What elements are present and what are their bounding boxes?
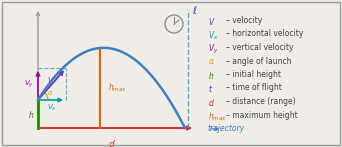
Text: – horizontal velocity: – horizontal velocity	[226, 30, 303, 39]
Text: – distance (range): – distance (range)	[226, 97, 295, 106]
Text: $V$: $V$	[47, 76, 54, 86]
Text: $t$: $t$	[208, 83, 213, 95]
Text: $h$: $h$	[208, 70, 214, 81]
Text: – vertical velocity: – vertical velocity	[226, 43, 293, 52]
Text: – velocity: – velocity	[226, 16, 262, 25]
Text: $\ell$: $\ell$	[192, 4, 198, 16]
Text: $V_y$: $V_y$	[24, 78, 34, 90]
Text: trajectory: trajectory	[208, 124, 245, 133]
Text: – initial height: – initial height	[226, 70, 281, 79]
Text: $h$: $h$	[28, 108, 34, 120]
Text: $V_x$: $V_x$	[208, 30, 219, 42]
Text: $V$: $V$	[208, 16, 216, 27]
Text: $d$: $d$	[208, 97, 215, 108]
Text: – time of flight: – time of flight	[226, 83, 282, 92]
Text: $d$: $d$	[108, 138, 115, 147]
Text: $V_y$: $V_y$	[208, 43, 219, 56]
Text: $\alpha$: $\alpha$	[47, 89, 53, 97]
Text: $\alpha$: $\alpha$	[208, 56, 215, 66]
Text: – maximum height: – maximum height	[226, 111, 298, 120]
Text: $h_{max}$: $h_{max}$	[208, 111, 226, 123]
Text: – angle of launch: – angle of launch	[226, 56, 291, 66]
Text: $h_{max}$: $h_{max}$	[108, 82, 127, 94]
Text: $V_x$: $V_x$	[47, 103, 57, 113]
